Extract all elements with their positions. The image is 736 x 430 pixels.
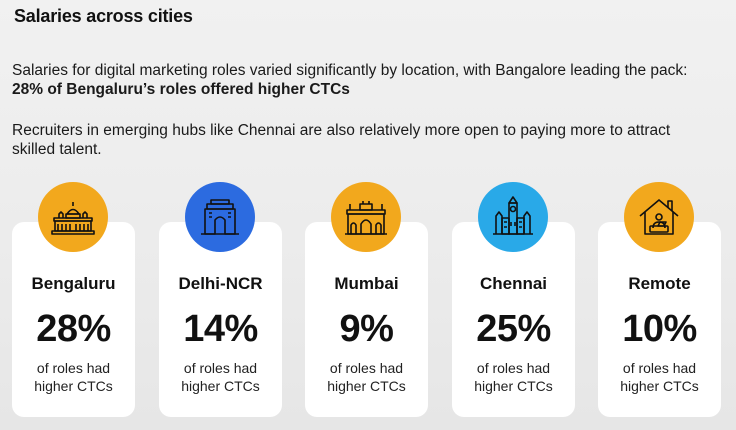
palace-icon <box>38 182 108 252</box>
city-card-mumbai: Mumbai 9% of roles had higher CTCs <box>305 222 428 417</box>
city-percent: 28% <box>36 308 111 350</box>
city-percent: 25% <box>476 308 551 350</box>
city-card-chennai: Chennai 25% of roles had higher CTCs <box>452 222 575 417</box>
city-percent: 9% <box>339 308 394 350</box>
gateway-of-india-icon <box>331 182 401 252</box>
city-percent: 10% <box>622 308 697 350</box>
intro-highlight: 28% of Bengaluru’s roles offered higher … <box>12 81 350 98</box>
intro-paragraph-2: Recruiters in emerging hubs like Chennai… <box>12 122 671 158</box>
city-name: Chennai <box>479 274 548 293</box>
city-name: Mumbai <box>334 274 399 293</box>
city-name: Remote <box>628 274 691 293</box>
city-card-delhi-ncr: Delhi-NCR 14% of roles had higher CTCs <box>159 222 282 417</box>
city-description: of roles had higher CTCs <box>34 360 113 394</box>
city-card-bengaluru: Bengaluru 28% of roles had higher CTCs <box>12 222 135 417</box>
central-station-icon <box>478 182 548 252</box>
city-name: Delhi-NCR <box>178 274 263 293</box>
intro-paragraph-1: Salaries for digital marketing roles var… <box>12 61 712 99</box>
intro-text: Salaries for digital marketing roles var… <box>12 62 688 79</box>
city-name: Bengaluru <box>31 274 116 293</box>
page-title: Salaries across cities <box>14 6 193 26</box>
city-description: of roles had higher CTCs <box>181 360 260 394</box>
city-description: of roles had higher CTCs <box>327 360 406 394</box>
city-percent: 14% <box>183 308 258 350</box>
city-description: of roles had higher CTCs <box>474 360 553 394</box>
india-gate-icon <box>185 182 255 252</box>
city-card-remote: Remote 10% of roles had higher CTCs <box>598 222 721 417</box>
home-office-icon <box>624 182 694 252</box>
city-description: of roles had higher CTCs <box>620 360 699 394</box>
